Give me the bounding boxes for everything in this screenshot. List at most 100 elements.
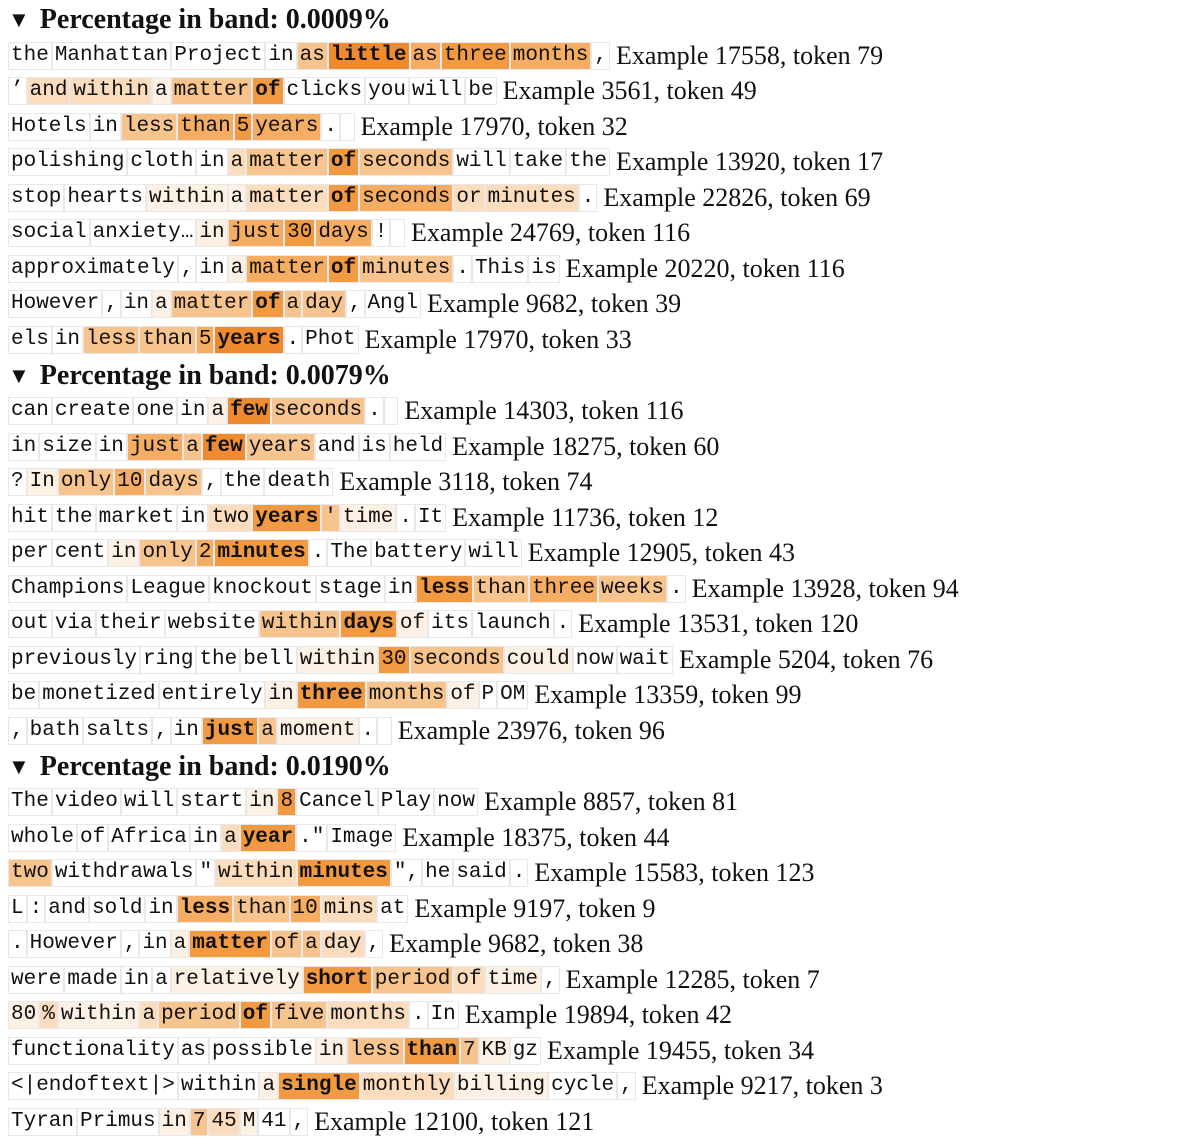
token: a (152, 290, 171, 319)
token: death (264, 468, 334, 497)
token: years (252, 503, 322, 532)
example-row: The video will start in 8 Cancel Play now Example… (8, 785, 1196, 821)
example-label: Example 3561, token 49 (502, 76, 757, 106)
token (339, 112, 355, 141)
token-sequence: approximately, in a matter of minutes. This is (8, 254, 560, 283)
token: period (371, 965, 454, 994)
token: of (252, 77, 284, 106)
token: matter (189, 930, 271, 959)
token: start (177, 788, 247, 817)
band-section: ▼ Percentage in band: 0.0009% the Manhattan… (8, 2, 1196, 358)
token: of (270, 930, 303, 959)
token: mins (320, 894, 378, 923)
token: in (315, 1036, 348, 1065)
token: The (8, 788, 52, 817)
example-row: els in less than 5 years. Phot Example 17970, t… (8, 322, 1196, 358)
example-row: approximately, in a matter of minutes. This is E… (8, 251, 1196, 287)
example-label: Example 12285, token 7 (565, 964, 820, 994)
example-label: Example 18275, token 60 (452, 431, 720, 461)
token: . (666, 574, 686, 603)
token: only (139, 539, 196, 568)
token: knockout (209, 574, 316, 603)
token: of (77, 823, 109, 852)
band-header[interactable]: ▼ Percentage in band: 0.0009% (8, 2, 1196, 38)
token: Play (377, 788, 435, 817)
token-sequence: per cent in only 2 minutes. The battery will (8, 539, 522, 568)
token: in (89, 112, 121, 141)
example-label: Example 11736, token 12 (452, 502, 719, 532)
token: hearts (64, 183, 147, 212)
token: stop (8, 183, 65, 212)
token: as (296, 41, 328, 70)
token: els (8, 325, 52, 354)
triangle-down-icon[interactable]: ▼ (8, 7, 30, 32)
token: 45 (208, 1107, 240, 1136)
triangle-down-icon[interactable]: ▼ (8, 753, 30, 779)
token: of (447, 681, 479, 710)
token: seconds (270, 397, 366, 426)
token: billing (453, 1072, 549, 1101)
example-label: Example 9682, token 39 (426, 289, 682, 319)
token-sequence: , bath salts, in just a moment. (8, 716, 392, 745)
token: . (578, 183, 598, 212)
token: a (170, 930, 190, 959)
token: within (57, 1001, 140, 1030)
token: is (528, 254, 560, 283)
token: in (120, 290, 153, 319)
token: the (196, 645, 241, 674)
token: . (453, 254, 472, 283)
token: , (364, 930, 384, 959)
token: However (26, 930, 121, 959)
token-sequence: stop hearts within a matter of seconds or minute… (8, 183, 598, 212)
token: few (201, 432, 246, 461)
token: less (347, 1036, 404, 1065)
token: day (320, 930, 365, 959)
token-sequence: whole of Africa in a year ." Image (8, 823, 397, 852)
token: a (221, 823, 240, 852)
token: a (258, 716, 277, 745)
token: will (408, 77, 466, 106)
token: " (196, 859, 216, 888)
example-row: functionality as possible in less than 7 KB gz Ex… (8, 1033, 1196, 1069)
example-row: ’ and within a matter of clicks you will be Exampl… (8, 74, 1196, 110)
token: in (189, 823, 222, 852)
band-header[interactable]: ▼ Percentage in band: 0.0079% (8, 358, 1196, 394)
token: . (321, 112, 340, 141)
token-sequence: Hotels in less than 5 years. (8, 112, 355, 141)
token: wait (616, 645, 673, 674)
token: held (389, 432, 447, 461)
token-sequence: ? In only 10 days, the death (8, 468, 334, 497)
token: a (302, 930, 321, 959)
band-header[interactable]: ▼ Percentage in band: 0.0190% (8, 749, 1196, 785)
token-sequence: <|endoftext|> within a single monthly billing… (8, 1072, 636, 1101)
token: or (453, 183, 485, 212)
token: less (176, 894, 234, 923)
token: , (8, 716, 27, 745)
token-sequence: social anxiety… in just 30 days! (8, 219, 405, 248)
token: in (265, 681, 297, 710)
token: within (177, 1072, 260, 1101)
token: market (95, 503, 178, 532)
token: a (152, 965, 171, 994)
token: less (120, 112, 178, 141)
token: salts (83, 716, 153, 745)
token: will (465, 539, 522, 568)
token: just (227, 219, 285, 248)
token: few (227, 397, 271, 426)
token: were (8, 965, 65, 994)
token: , (617, 1072, 636, 1101)
triangle-down-icon[interactable]: ▼ (8, 362, 30, 388)
token (383, 397, 399, 426)
token: a (139, 1001, 159, 1030)
token: , (201, 468, 221, 497)
token: Image (327, 823, 397, 852)
token: months (327, 1001, 409, 1030)
example-label: Example 13928, token 94 (691, 573, 959, 603)
token: a (183, 432, 202, 461)
token: in (196, 254, 228, 283)
token: monthly (359, 1072, 454, 1101)
example-row: 80% within a period of five months. In Example 1… (8, 998, 1196, 1034)
example-label: Example 17970, token 33 (364, 324, 632, 354)
token: of (396, 610, 429, 639)
token: ", (390, 859, 423, 888)
